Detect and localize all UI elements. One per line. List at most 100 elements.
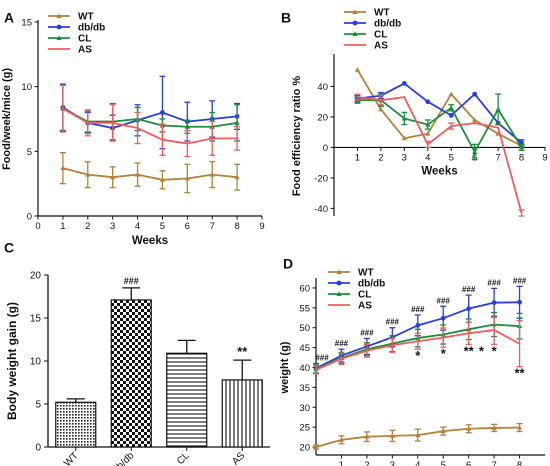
series-AS — [59, 84, 241, 158]
legend-label: CL — [78, 34, 91, 45]
legend-marker — [56, 35, 62, 40]
y-tick-label: 35 — [299, 383, 310, 394]
legend-label: db/db — [78, 23, 105, 34]
data-point — [491, 300, 497, 306]
bar — [221, 379, 263, 448]
legend-marker — [336, 280, 342, 286]
significance-hash: ### — [437, 296, 451, 305]
series-line — [62, 107, 238, 128]
significance-star: * — [415, 348, 421, 363]
data-point — [472, 117, 478, 122]
significance-hash: ### — [411, 305, 425, 314]
data-point — [110, 174, 116, 180]
y-tick-label: 0 — [27, 212, 32, 223]
significance-hash: ### — [513, 276, 527, 285]
x-tick-label: 3 — [390, 460, 395, 466]
series-WT — [354, 67, 525, 148]
y-tick-label: 25 — [299, 423, 310, 434]
legend-marker — [352, 31, 358, 36]
data-point — [159, 177, 166, 182]
panel-letter: C — [4, 239, 14, 255]
y-tick-label: 45 — [299, 343, 310, 354]
x-tick-label: 2 — [364, 460, 369, 466]
y-tick-label: 30 — [299, 403, 310, 414]
x-tick-label: 4 — [135, 221, 140, 232]
significance-star: * — [441, 346, 447, 361]
y-tick-label: 40 — [299, 363, 310, 374]
x-tick-label: AS — [230, 450, 247, 466]
legend-label: WT — [374, 8, 390, 19]
x-tick-label: 9 — [259, 221, 264, 232]
significance-hash: ### — [462, 285, 476, 294]
data-point — [415, 322, 421, 328]
series-WT — [59, 151, 241, 194]
data-point — [354, 67, 361, 72]
data-point — [313, 444, 319, 450]
significance-star: * — [479, 343, 485, 358]
panel-letter: B — [281, 9, 291, 25]
y-tick-label: 10 — [21, 82, 32, 93]
data-point — [425, 121, 431, 127]
data-point — [448, 113, 454, 118]
series-line — [357, 96, 523, 214]
x-tick-label: 6 — [185, 221, 190, 232]
x-axis-label: Weeks — [421, 165, 457, 177]
x-tick-label: 3 — [110, 221, 115, 232]
y-axis-label: Food efficiency ratio % — [291, 76, 303, 197]
legend-marker — [56, 13, 62, 18]
y-tick-label: 0 — [323, 143, 328, 154]
y-tick-label: 60 — [299, 283, 310, 294]
data-point — [448, 105, 454, 110]
data-point — [160, 110, 165, 115]
legend-label: AS — [78, 45, 92, 56]
panel-letter: D — [283, 255, 293, 271]
x-tick-label: 7 — [491, 460, 496, 466]
legend-marker — [336, 269, 342, 274]
legend-label: db/db — [358, 279, 385, 290]
bar — [55, 401, 97, 448]
y-tick-label: 50 — [299, 323, 310, 334]
data-point — [85, 172, 91, 177]
y-tick-label: -40 — [314, 204, 328, 215]
x-tick-label: 7 — [495, 152, 500, 163]
legend-label: AS — [358, 301, 372, 312]
x-tick-label: 1 — [355, 152, 360, 163]
x-tick-label: 8 — [517, 460, 522, 466]
x-tick-label: 5 — [160, 221, 165, 232]
y-tick-label: 15 — [21, 18, 32, 29]
significance-star: ** — [464, 343, 475, 358]
series-line — [62, 167, 238, 181]
data-point — [184, 175, 190, 181]
data-point — [209, 172, 215, 177]
significance-mark: ** — [237, 344, 248, 359]
data-point — [234, 120, 240, 125]
x-tick-label: 7 — [210, 221, 215, 232]
series-line — [357, 99, 523, 154]
significance-hash: ### — [315, 354, 329, 363]
significance-mark: ### — [124, 276, 139, 286]
series-line — [315, 329, 520, 371]
x-tick-label: 1 — [60, 221, 65, 232]
x-tick-label: CL — [175, 450, 192, 466]
chart-C: 0 5 10 15 20 Body weight gain (g) WT db/db ### CL… — [4, 239, 270, 466]
data-point — [518, 144, 525, 150]
data-point — [338, 437, 345, 442]
data-point — [389, 433, 395, 438]
x-tick-label: db/db — [111, 450, 137, 466]
y-axis-label: Body weight gain (g) — [5, 302, 19, 420]
significance-star: ** — [514, 366, 525, 381]
y-tick-label: 20 — [299, 443, 310, 454]
x-tick-label: 8 — [234, 221, 239, 232]
significance-hash: ### — [487, 278, 501, 287]
y-axis-label: Food/week/mice (g) — [1, 68, 13, 170]
data-point — [425, 99, 431, 105]
x-tick-label: WT — [62, 450, 81, 466]
data-point — [134, 172, 141, 177]
legend-marker — [352, 9, 358, 14]
data-point — [184, 124, 190, 129]
significance-star: * — [492, 343, 498, 358]
